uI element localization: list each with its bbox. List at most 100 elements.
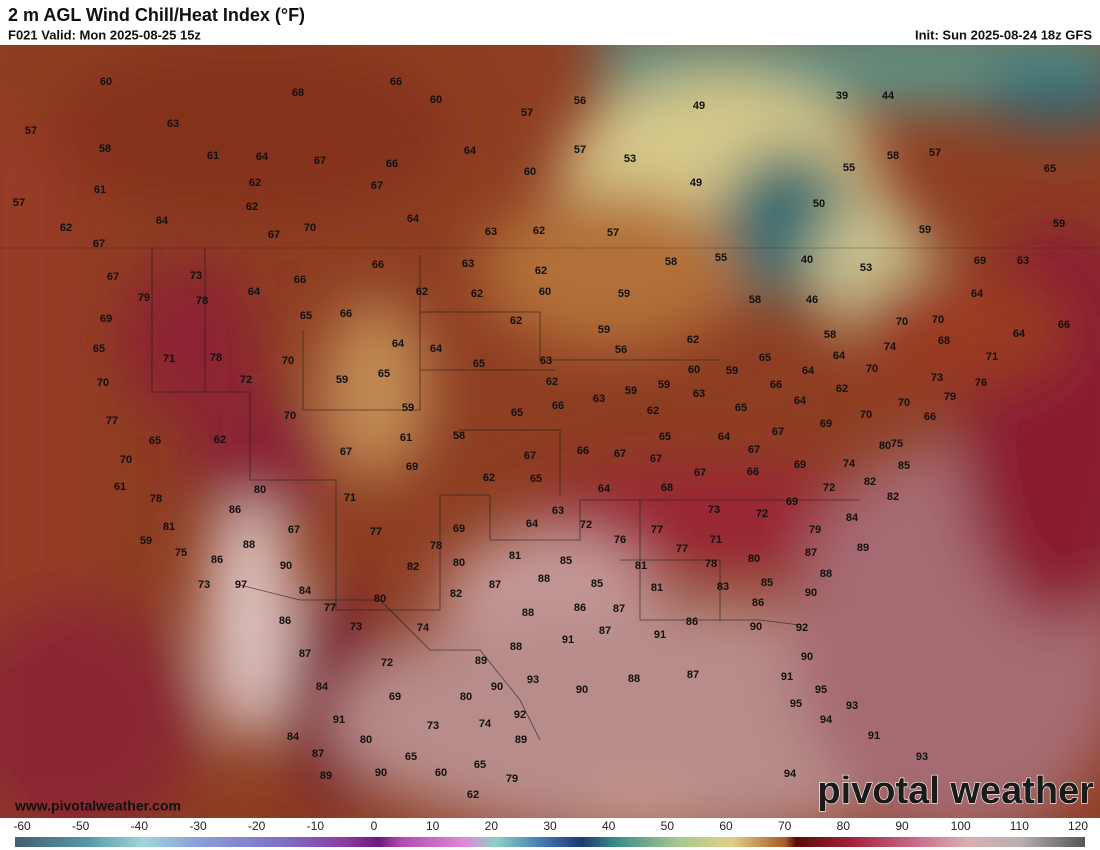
station-value: 78 [210, 352, 222, 364]
station-value: 86 [211, 554, 223, 566]
station-value: 64 [464, 145, 477, 157]
station-value: 65 [474, 759, 486, 771]
station-value: 67 [524, 450, 536, 462]
station-value: 65 [735, 402, 747, 414]
station-value: 70 [898, 397, 910, 409]
station-value: 90 [280, 560, 292, 572]
station-value: 69 [389, 691, 401, 703]
station-value: 39 [836, 90, 848, 102]
station-value: 64 [256, 151, 269, 163]
station-value: 56 [615, 344, 627, 356]
station-value: 81 [635, 560, 647, 572]
station-value: 85 [560, 555, 572, 567]
station-value: 73 [708, 504, 720, 516]
station-value: 78 [150, 493, 162, 505]
station-value: 66 [340, 308, 352, 320]
station-value: 71 [344, 492, 356, 504]
station-value: 61 [114, 481, 126, 493]
station-value: 66 [386, 158, 398, 170]
station-value: 67 [371, 180, 383, 192]
station-value: 62 [483, 472, 495, 484]
station-value: 58 [665, 256, 677, 268]
station-value: 86 [574, 602, 586, 614]
station-value: 90 [801, 651, 813, 663]
station-value: 60 [100, 76, 112, 88]
colorbar-tick-label: 30 [543, 819, 557, 833]
station-value: 65 [149, 435, 161, 447]
station-value: 80 [460, 691, 472, 703]
station-value: 72 [381, 657, 393, 669]
station-value: 53 [624, 153, 636, 165]
station-value: 79 [944, 391, 956, 403]
station-value: 62 [416, 286, 428, 298]
station-value: 58 [749, 294, 761, 306]
station-value: 82 [887, 491, 899, 503]
station-value: 72 [823, 482, 835, 494]
station-value: 70 [866, 363, 878, 375]
station-value: 50 [813, 198, 825, 210]
station-value: 59 [1053, 218, 1065, 230]
station-value: 67 [614, 448, 626, 460]
station-value: 64 [971, 288, 984, 300]
station-value: 66 [372, 259, 384, 271]
station-value: 59 [402, 402, 414, 414]
station-value: 91 [868, 730, 880, 742]
station-value: 93 [916, 751, 928, 763]
station-value: 57 [13, 197, 25, 209]
station-value: 40 [801, 254, 813, 266]
station-value: 64 [718, 431, 731, 443]
station-value: 58 [824, 329, 836, 341]
station-value: 68 [661, 482, 673, 494]
station-value: 58 [887, 150, 899, 162]
station-value: 87 [613, 603, 625, 615]
station-value: 93 [527, 674, 539, 686]
station-value: 62 [246, 201, 258, 213]
station-value: 70 [860, 409, 872, 421]
station-value: 58 [453, 430, 465, 442]
station-value: 87 [687, 669, 699, 681]
station-value: 62 [535, 265, 547, 277]
station-value: 59 [336, 374, 348, 386]
station-value: 64 [156, 215, 169, 227]
station-value: 89 [515, 734, 527, 746]
station-value: 85 [761, 577, 773, 589]
station-value: 71 [710, 534, 722, 546]
colorbar-ticks: -60 -50 -40 -30 -20 -10 0 10 20 30 40 50 60 70 80 90 100… [13, 819, 1088, 833]
colorbar-tick-label: -50 [72, 819, 90, 833]
station-value: 80 [879, 440, 891, 452]
station-value: 62 [647, 405, 659, 417]
colorbar-tick-label: 90 [895, 819, 909, 833]
station-value: 73 [198, 579, 210, 591]
station-value: 93 [846, 700, 858, 712]
station-value: 64 [407, 213, 420, 225]
colorbar [15, 837, 1085, 847]
station-value: 84 [299, 585, 312, 597]
station-value: 64 [430, 343, 443, 355]
station-value: 74 [479, 718, 492, 730]
colorbar-tick-label: -10 [307, 819, 325, 833]
station-value: 90 [491, 681, 503, 693]
station-value: 53 [860, 262, 872, 274]
station-value: 55 [843, 162, 855, 174]
station-value: 58 [99, 143, 111, 155]
station-value: 70 [97, 377, 109, 389]
station-value: 69 [453, 523, 465, 535]
station-value: 77 [324, 602, 336, 614]
station-value: 70 [932, 314, 944, 326]
station-value: 88 [243, 539, 255, 551]
station-value: 57 [607, 227, 619, 239]
station-value: 74 [417, 622, 430, 634]
station-value: 88 [538, 573, 550, 585]
station-value: 63 [167, 118, 179, 130]
station-value: 94 [784, 768, 797, 780]
station-value: 63 [593, 393, 605, 405]
station-value: 91 [333, 714, 345, 726]
station-value: 62 [687, 334, 699, 346]
station-value: 65 [473, 358, 485, 370]
station-value: 75 [175, 547, 187, 559]
station-value: 67 [772, 426, 784, 438]
station-value: 65 [405, 751, 417, 763]
watermark-logo: pivotal weather [817, 770, 1094, 812]
station-value: 62 [510, 315, 522, 327]
